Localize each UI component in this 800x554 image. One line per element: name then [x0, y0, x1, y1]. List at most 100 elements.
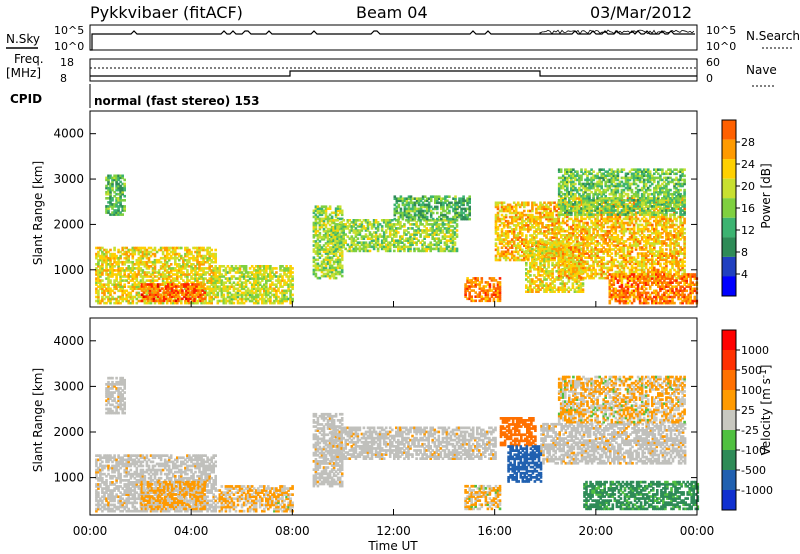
heatmap-cell: [354, 219, 358, 222]
heatmap-cell: [105, 186, 108, 190]
heatmap-cell: [494, 293, 498, 296]
heatmap-cell: [401, 211, 405, 215]
heatmap-cell: [539, 249, 542, 253]
heatmap-cell: [107, 186, 110, 190]
heatmap-cell: [561, 221, 565, 225]
heatmap-cell: [590, 240, 593, 243]
heatmap-cell: [354, 223, 358, 226]
heatmap-cell: [143, 273, 147, 276]
heatmap-cell: [443, 243, 447, 247]
heatmap-cell: [588, 250, 591, 253]
heatmap-cell: [330, 242, 334, 245]
heatmap-cell: [105, 267, 108, 270]
heatmap-cell: [551, 243, 554, 247]
heatmap-cell: [435, 229, 439, 232]
heatmap-cell: [137, 269, 141, 272]
heatmap-cell: [527, 272, 530, 275]
heatmap-cell: [210, 279, 213, 282]
heatmap-cell: [113, 211, 116, 214]
heatmap-cell: [529, 221, 532, 225]
heatmap-cell: [125, 295, 128, 299]
heatmap-cell: [413, 213, 417, 217]
heatmap-cell: [581, 290, 585, 293]
heatmap-cell: [549, 256, 552, 260]
heatmap-cell: [602, 262, 605, 266]
heatmap-cell: [574, 223, 577, 227]
heatmap-cell: [189, 287, 192, 290]
heatmap-cell: [133, 295, 137, 299]
heatmap-cell: [256, 295, 260, 299]
heatmap-cell: [95, 252, 98, 256]
heatmap-cell: [287, 285, 290, 288]
heatmap-cell: [154, 293, 158, 296]
heatmap-cell: [117, 256, 120, 260]
heatmap-cell: [382, 219, 386, 222]
heatmap-cell: [572, 205, 575, 208]
heatmap-cell: [127, 256, 130, 260]
heatmap-cell: [328, 266, 332, 270]
heatmap-cell: [127, 248, 130, 252]
heatmap-cell: [161, 277, 165, 280]
heatmap-cell: [539, 288, 542, 291]
heatmap-cell: [332, 235, 335, 238]
heatmap-cell: [216, 267, 220, 270]
heatmap-cell: [417, 249, 420, 253]
heatmap-cell: [281, 279, 284, 282]
heatmap-cell: [354, 235, 358, 238]
heatmap-cell: [370, 245, 374, 249]
heatmap-cell: [103, 254, 106, 258]
heatmap-cell: [498, 285, 502, 288]
heatmap-cell: [395, 231, 398, 234]
heatmap-cell: [551, 245, 554, 249]
heatmap-cell: [427, 201, 431, 205]
heatmap-cell: [549, 224, 552, 227]
heatmap-cell: [462, 199, 465, 203]
heatmap-cell: [143, 263, 147, 266]
heatmap-cell: [344, 223, 347, 226]
heatmap-cell: [111, 271, 114, 274]
heatmap-cell: [409, 239, 412, 242]
heatmap-cell: [549, 272, 552, 275]
heatmap-cell: [547, 207, 550, 211]
heatmap-cell: [119, 192, 122, 196]
heatmap-cell: [330, 266, 334, 270]
heatmap-cell: [246, 291, 250, 295]
heatmap-cell: [352, 237, 356, 240]
heatmap-cell: [273, 273, 276, 276]
heatmap-cell: [391, 233, 394, 236]
heatmap-cell: [111, 297, 114, 301]
heatmap-cell: [584, 268, 587, 272]
heatmap-cell: [561, 252, 565, 255]
heatmap-cell: [143, 265, 147, 268]
heatmap-cell: [529, 226, 532, 229]
heatmap-cell: [529, 282, 532, 285]
heatmap-cell: [492, 293, 496, 296]
heatmap-cell: [193, 297, 196, 301]
heatmap-cell: [350, 245, 354, 249]
heatmap-cell: [468, 279, 471, 282]
heatmap-cell: [348, 229, 352, 232]
heatmap-cell: [592, 242, 595, 245]
heatmap-cell: [234, 271, 238, 274]
heatmap-cell: [169, 271, 173, 274]
heatmap-cell: [506, 224, 510, 227]
heatmap-cell: [472, 281, 475, 284]
heatmap-cell: [382, 241, 386, 244]
heatmap-cell: [474, 299, 477, 303]
heatmap-cell: [539, 278, 542, 281]
heatmap-cell: [433, 239, 437, 242]
heatmap-cell: [127, 281, 130, 284]
heatmap-cell: [338, 242, 342, 245]
heatmap-cell: [236, 293, 240, 297]
heatmap-cell: [263, 283, 266, 286]
heatmap-cell: [415, 223, 418, 226]
heatmap-cell: [192, 267, 195, 270]
heatmap-cell: [326, 256, 330, 259]
heatmap-cell: [212, 254, 215, 258]
heatmap-cell: [350, 235, 354, 238]
heatmap-cell: [183, 295, 186, 298]
heatmap-cell: [338, 245, 341, 249]
heatmap-cell: [269, 271, 272, 274]
heatmap-cell: [496, 228, 500, 231]
heatmap-cell: [218, 273, 222, 276]
